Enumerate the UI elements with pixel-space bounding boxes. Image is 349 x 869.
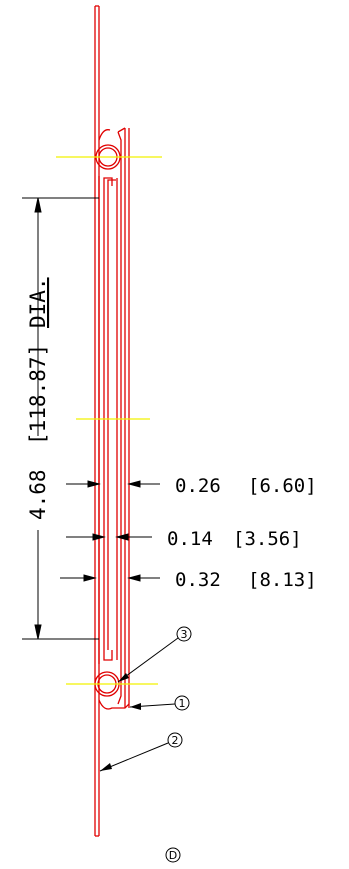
diameter-suffix: DIA. <box>26 277 50 328</box>
balloon-1 <box>129 695 190 711</box>
diameter-label: 4.68 <box>26 469 50 520</box>
balloon-1-label: 1 <box>179 697 186 710</box>
dim-0-14-mm: [3.56] <box>233 528 302 550</box>
dim-0-32-mm: [8.13] <box>248 569 317 591</box>
view-label-d-text: D <box>169 849 177 862</box>
balloon-2 <box>99 732 183 772</box>
diameter-dimension <box>22 197 99 640</box>
dim-0-14-value: 0.14 <box>167 528 213 550</box>
dim-0-26-value: 0.26 <box>175 475 221 497</box>
dim-0-26-mm: [6.60] <box>248 475 317 497</box>
centerlines <box>56 156 162 685</box>
balloon-3 <box>117 626 192 683</box>
diameter-mm-label: [118.87] <box>26 344 50 445</box>
dim-0-26-arrows <box>66 480 160 488</box>
dim-0-14-arrows <box>66 533 152 541</box>
dim-0-32-arrows <box>60 574 160 582</box>
dim-0-32-value: 0.32 <box>175 569 221 591</box>
balloon-2-label: 2 <box>172 734 179 747</box>
balloon-3-label: 3 <box>181 628 188 641</box>
view-label-d <box>165 847 181 863</box>
